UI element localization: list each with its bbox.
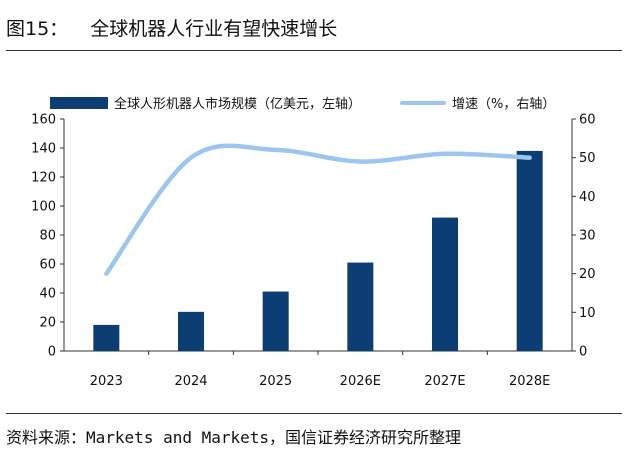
left-axis-tick-label: 80: [39, 229, 56, 244]
x-axis-label-2026E: 2026E: [340, 374, 381, 389]
figure-title: 图15： 全球机器人行业有望快速增长: [6, 14, 337, 41]
bar-series: [93, 150, 543, 351]
chart-area: 全球人形机器人市场规模（亿美元，左轴） 增速（%，右轴） 0 20 40 60 80 10…: [31, 96, 595, 389]
bar-2027E: [432, 217, 458, 351]
growth-line: [104, 143, 532, 276]
right-axis-tick-label: 10: [579, 306, 596, 321]
left-axis-tick-label: 60: [39, 258, 56, 273]
legend-bar-swatch: [50, 97, 108, 109]
bar-2025: [262, 291, 289, 351]
source-prefix: 资料来源：: [6, 428, 87, 447]
x-axis-label-2024: 2024: [174, 374, 207, 389]
top-rule: [6, 50, 622, 51]
source-note: 资料来源：Markets and Markets，国信证券经济研究所整理: [6, 424, 461, 448]
left-axis-tick-label: 140: [31, 142, 56, 157]
bar-2024: [178, 311, 204, 351]
right-axis-tick-label: 0: [579, 345, 587, 360]
x-axis-labels: 2023 2024 2025 2026E 2027E 2028E: [90, 374, 551, 389]
x-axis-label-2027E: 2027E: [424, 374, 465, 389]
bar-2023: [93, 324, 120, 351]
right-axis-tick-label: 60: [579, 113, 596, 128]
left-axis-tick-label: 0: [48, 345, 56, 360]
legend-bar-label: 全球人形机器人市场规模（亿美元，左轴）: [114, 96, 361, 112]
figure-title-text: 全球机器人行业有望快速增长: [90, 18, 338, 40]
axes: 0 20 40 60 80 100 120 140 160 0 10 20 30 40 50 60: [31, 113, 595, 360]
left-axis-tick-label: 40: [39, 287, 56, 302]
x-axis-label-2025: 2025: [259, 374, 292, 389]
figure-number: 图15：: [6, 18, 69, 40]
left-axis-tick-label: 20: [39, 316, 56, 331]
x-axis-label-2028E: 2028E: [509, 374, 550, 389]
legend: 全球人形机器人市场规模（亿美元，左轴） 增速（%，右轴）: [50, 96, 555, 112]
left-axis-tick-label: 100: [31, 200, 56, 215]
right-axis-tick-label: 30: [579, 229, 596, 244]
source-suffix: ，国信证券经济研究所整理: [269, 428, 462, 447]
bottom-rule: [6, 413, 622, 414]
bar-2026E: [347, 262, 374, 351]
right-axis-tick-label: 50: [579, 151, 596, 166]
left-axis-tick-label: 120: [31, 171, 56, 186]
x-axis-label-2023: 2023: [90, 374, 123, 389]
right-axis-tick-label: 40: [579, 190, 596, 205]
legend-line-label: 增速（%，右轴）: [452, 97, 555, 112]
left-axis-tick-label: 160: [31, 113, 56, 128]
source-refs: Markets and Markets: [86, 428, 270, 447]
right-axis-tick-label: 20: [579, 267, 596, 282]
bar-2028E: [516, 150, 543, 351]
growth-line-series: [104, 143, 532, 276]
